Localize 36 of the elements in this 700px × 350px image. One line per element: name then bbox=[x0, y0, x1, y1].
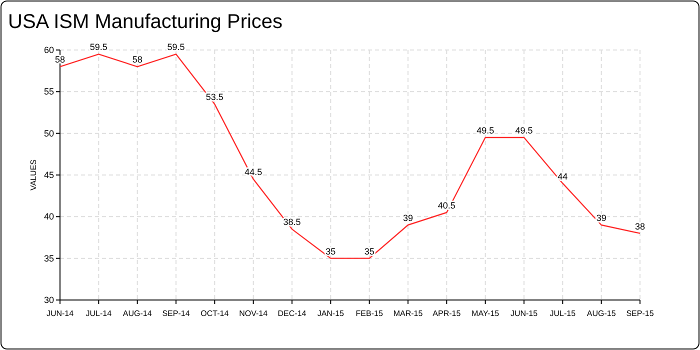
data-label: 35 bbox=[364, 246, 374, 256]
x-tick-label: APR-15 bbox=[432, 309, 462, 318]
x-tick-label: MAR-15 bbox=[393, 309, 424, 318]
x-tick-label: JUN-15 bbox=[510, 309, 538, 318]
data-label: 44 bbox=[558, 171, 568, 182]
y-tick-label: 50 bbox=[44, 128, 54, 138]
data-label: 35 bbox=[326, 246, 336, 256]
x-tick-label: MAY-15 bbox=[472, 309, 500, 318]
data-label: 49.5 bbox=[476, 126, 494, 136]
y-tick-label: 60 bbox=[44, 45, 54, 55]
x-tick-label: AUG-14 bbox=[122, 309, 152, 318]
data-label: 59.5 bbox=[90, 42, 108, 52]
y-tick-label: 55 bbox=[44, 86, 54, 97]
data-label: 58 bbox=[132, 54, 142, 65]
data-label: 49.5 bbox=[515, 126, 533, 136]
x-tick-label: JUL-15 bbox=[550, 309, 576, 318]
data-label: 59.5 bbox=[167, 42, 185, 52]
x-tick-label: SEP-15 bbox=[626, 309, 654, 318]
x-tick-label: FEB-15 bbox=[356, 309, 384, 318]
x-tick-label: DEC-14 bbox=[278, 309, 307, 318]
data-label: 39 bbox=[402, 213, 414, 223]
y-tick-label: 30 bbox=[44, 295, 54, 305]
data-label: 39 bbox=[596, 213, 606, 223]
chart-title: USA ISM Manufacturing Prices bbox=[8, 11, 283, 33]
y-tick-label: 45 bbox=[44, 170, 54, 180]
y-axis-title: VALUES bbox=[29, 160, 38, 190]
y-tick-label: 35 bbox=[44, 253, 54, 264]
x-tick-label: JUN-14 bbox=[46, 309, 74, 318]
y-tick-label: 40 bbox=[44, 212, 54, 222]
data-label: 38 bbox=[634, 221, 646, 232]
x-tick-label: OCT-14 bbox=[200, 309, 230, 318]
x-tick-label: AUG-15 bbox=[586, 309, 616, 318]
x-tick-label: SEP-14 bbox=[162, 309, 190, 318]
x-tick-label: JAN-15 bbox=[317, 309, 345, 318]
x-tick-label: JUL-14 bbox=[86, 309, 112, 318]
x-tick-label: NOV-14 bbox=[239, 309, 268, 318]
